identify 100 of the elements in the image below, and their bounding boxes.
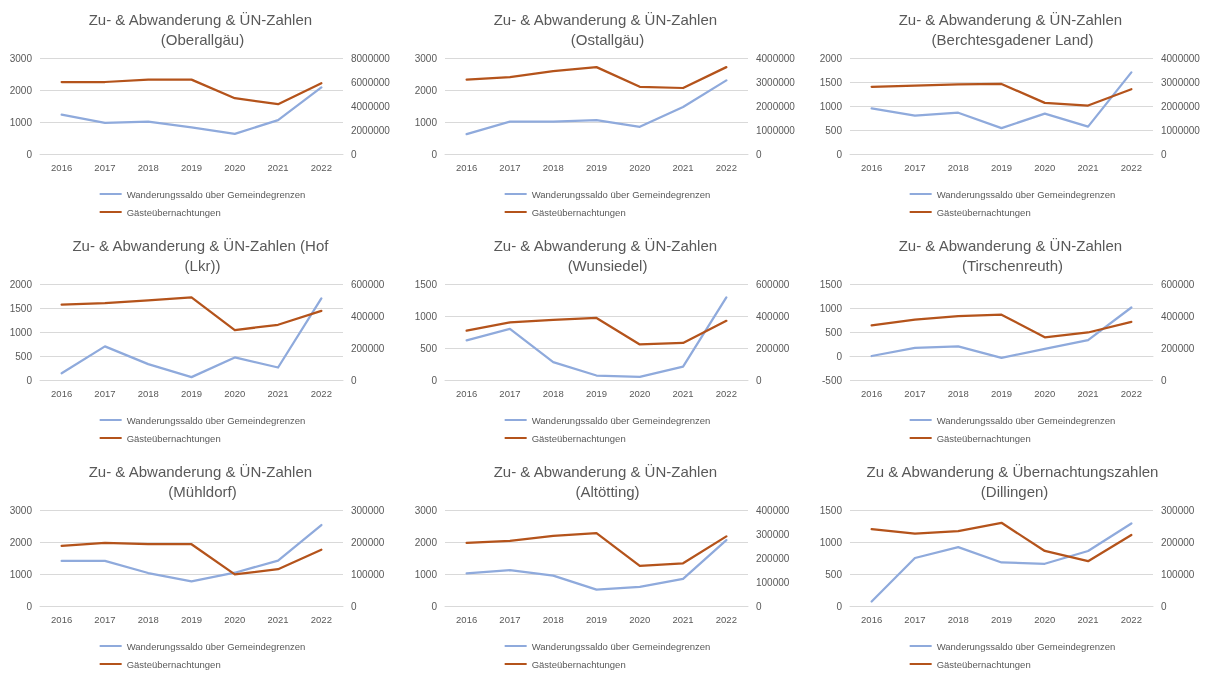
y-tick-label: 1000 (9, 568, 33, 580)
chart-title: Zu & Abwanderung & Übernachtungszahlen (Dillingen) (866, 462, 1159, 500)
line-series (465, 538, 728, 591)
y2-tick-label: 4000000 (1161, 52, 1201, 64)
x-tick-label: 2020 (1034, 613, 1056, 625)
y-tick-label: 2000 (414, 536, 438, 548)
y-tick-label: 1000 (819, 536, 843, 548)
x-tick-label: 2021 (1077, 613, 1099, 625)
legend-label: Wanderungssaldo über Gemeindegrenzen (936, 414, 1116, 426)
x-tick-label: 2016 (861, 161, 883, 173)
x-tick-label: 2019 (585, 387, 608, 399)
x-tick-label: 2021 (267, 387, 289, 399)
line-series (465, 79, 728, 136)
x-tick-label: 2017 (499, 161, 521, 173)
x-tick-label: 2020 (224, 161, 246, 173)
line-series (465, 316, 728, 346)
x-tick-label: 2022 (715, 387, 737, 399)
y-tick-label: 500 (825, 326, 843, 338)
x-tick-label: 2018 (947, 387, 969, 399)
y2-tick-label: 200000 (351, 342, 385, 354)
y2-tick-label: 2000000 (1161, 100, 1201, 112)
chart-title: Zu- & Abwanderung & ÜN-Zahlen (Tirschenreuth) (898, 236, 1127, 274)
legend-label: Wanderungssaldo über Gemeindegrenzen (126, 640, 306, 652)
y-tick-label: 1000 (819, 302, 843, 314)
y-tick-label: 1000 (414, 116, 438, 128)
line-series (60, 86, 323, 135)
x-tick-label: 2019 (585, 613, 608, 625)
x-tick-label: 2022 (310, 387, 332, 399)
y2-tick-label: 200000 (1161, 536, 1195, 548)
y2-tick-label: 600000 (351, 278, 385, 290)
y2-tick-label: 1000000 (756, 124, 796, 136)
y-tick-label: 0 (431, 148, 438, 160)
legend-label: Gästeübernachtungen (531, 432, 626, 444)
y-tick-label: 0 (431, 374, 438, 386)
x-tick-label: 2018 (947, 613, 969, 625)
y2-tick-label: 0 (351, 374, 357, 386)
x-tick-label: 2021 (1077, 387, 1099, 399)
y-tick-label: 1500 (9, 302, 33, 314)
y-tick-label: 0 (26, 374, 33, 386)
legend-label: Gästeübernachtungen (126, 432, 221, 444)
y-tick-label: 2000 (414, 84, 438, 96)
x-tick-label: 2022 (1120, 387, 1142, 399)
x-tick-label: 2021 (267, 613, 289, 625)
y2-tick-label: 400000 (1161, 310, 1195, 322)
legend-label: Wanderungssaldo über Gemeindegrenzen (126, 188, 306, 200)
y-tick-label: 1500 (819, 504, 843, 516)
y2-tick-label: 2000000 (351, 124, 391, 136)
line-series (465, 531, 728, 568)
x-tick-label: 2019 (585, 161, 608, 173)
y2-tick-label: 200000 (756, 552, 790, 564)
x-tick-label: 2018 (542, 387, 564, 399)
y2-tick-label: 0 (756, 600, 762, 612)
y2-tick-label: 100000 (351, 568, 385, 580)
x-tick-label: 2016 (51, 161, 73, 173)
y-tick-label: 2000 (9, 278, 33, 290)
y-tick-label: 1000 (9, 326, 33, 338)
y2-tick-label: 0 (756, 148, 762, 160)
y2-tick-label: 0 (1161, 374, 1167, 386)
line-series (60, 78, 323, 106)
y-tick-label: 2000 (9, 536, 33, 548)
y2-tick-label: 0 (756, 374, 762, 386)
legend-label: Wanderungssaldo über Gemeindegrenzen (531, 640, 711, 652)
x-tick-label: 2016 (861, 387, 883, 399)
chart-title: Zu- & Abwanderung & ÜN-Zahlen (Wunsiedel) (493, 236, 722, 274)
y-tick-label: 3000 (414, 504, 438, 516)
x-tick-label: 2016 (456, 387, 478, 399)
x-tick-label: 2016 (51, 613, 73, 625)
line-series (60, 541, 323, 576)
line-series (870, 313, 1133, 339)
y-tick-label: 3000 (414, 52, 438, 64)
x-tick-label: 2020 (224, 387, 246, 399)
y2-tick-label: 6000000 (351, 76, 391, 88)
x-tick-label: 2018 (542, 161, 564, 173)
chart-title: Zu- & Abwanderung & ÜN-Zahlen (Altötting) (493, 462, 722, 500)
legend-label: Wanderungssaldo über Gemeindegrenzen (531, 414, 711, 426)
line-series (870, 71, 1133, 130)
x-tick-label: 2019 (180, 387, 203, 399)
x-tick-label: 2022 (715, 161, 737, 173)
y-tick-label: 2000 (819, 52, 843, 64)
y-tick-label: -500 (821, 374, 843, 386)
line-series (870, 82, 1133, 107)
legend-label: Gästeübernachtungen (936, 206, 1031, 218)
x-tick-label: 2017 (904, 387, 926, 399)
x-tick-label: 2021 (1077, 161, 1099, 173)
x-tick-label: 2017 (904, 613, 926, 625)
x-tick-label: 2017 (904, 161, 926, 173)
x-tick-label: 2016 (51, 387, 73, 399)
x-tick-label: 2016 (456, 613, 478, 625)
x-tick-label: 2022 (1120, 161, 1142, 173)
x-tick-label: 2019 (990, 161, 1013, 173)
chart-title: Zu- & Abwanderung & ÜN-Zahlen (Mühldorf) (88, 462, 317, 500)
y-tick-label: 500 (825, 124, 843, 136)
legend-label: Wanderungssaldo über Gemeindegrenzen (936, 188, 1116, 200)
chart-title: Zu- & Abwanderung & ÜN-Zahlen (Oberallgäu) (88, 10, 317, 48)
x-tick-label: 2018 (542, 613, 564, 625)
y2-tick-label: 2000000 (756, 100, 796, 112)
y-tick-label: 1000 (819, 100, 843, 112)
line-series (465, 65, 728, 90)
x-tick-label: 2019 (990, 387, 1013, 399)
line-series (60, 296, 323, 332)
